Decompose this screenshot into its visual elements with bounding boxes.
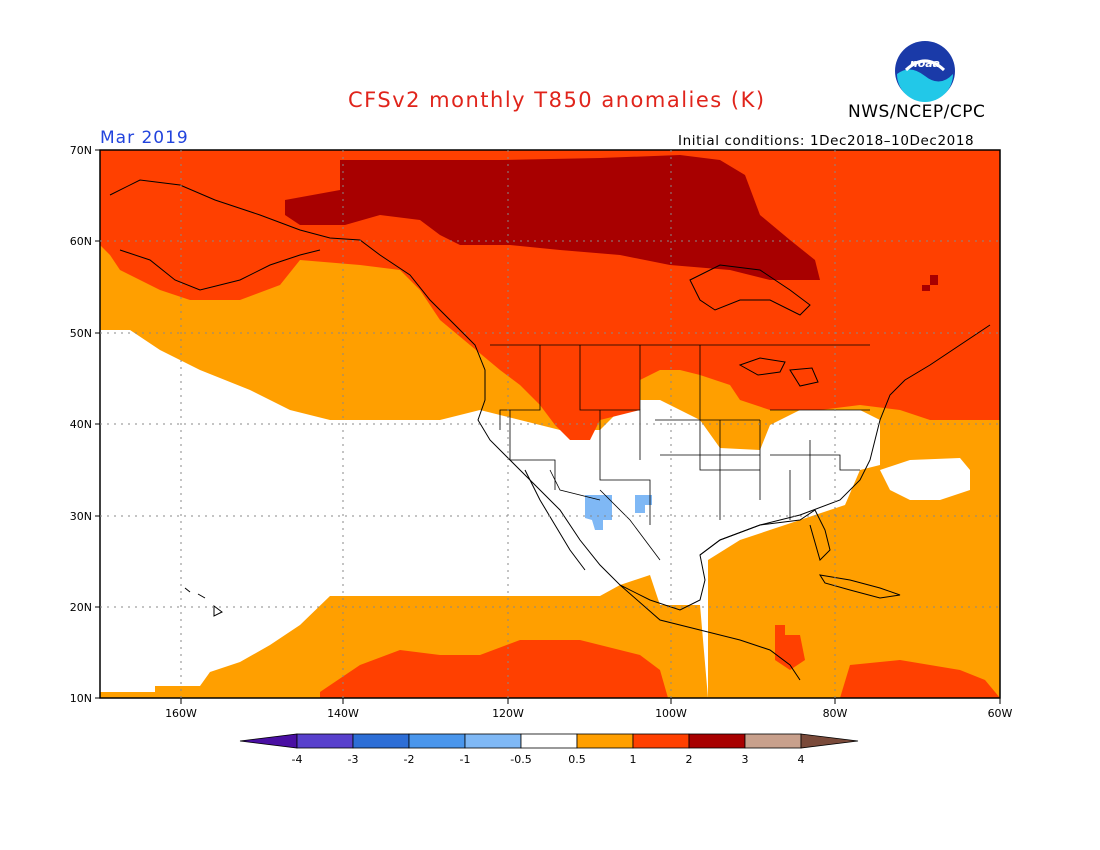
- color-legend: -4 -3 -2 -1 -0.5 0.5 1 2 3 4: [239, 733, 859, 766]
- lat-tick-label: 60N: [70, 235, 92, 248]
- anomaly-darkred-north: [285, 155, 820, 280]
- lat-tick-label: 20N: [70, 601, 92, 614]
- legend-label: 3: [742, 753, 749, 766]
- anomaly-darkred-labrador-2: [922, 285, 930, 291]
- lat-tick-labels: 70N 60N 50N 40N 30N 20N 10N: [70, 144, 92, 705]
- lat-tick-label: 40N: [70, 418, 92, 431]
- legend-label: 1: [630, 753, 637, 766]
- chart-title: CFSv2 monthly T850 anomalies (K): [348, 88, 766, 112]
- anomaly-darkred-labrador: [930, 275, 938, 285]
- svg-text:noaa: noaa: [910, 57, 940, 70]
- lon-tick-label: 140W: [327, 707, 359, 720]
- anomaly-blue-mexico-1: [585, 495, 612, 530]
- legend-label: 2: [686, 753, 693, 766]
- legend-label: -2: [404, 753, 415, 766]
- anomaly-blue-mexico-2: [635, 495, 652, 513]
- legend-swatch-min: [239, 733, 298, 749]
- lon-tick-label: 120W: [492, 707, 524, 720]
- noaa-logo: noaa: [894, 40, 956, 102]
- legend-label: -0.5: [510, 753, 531, 766]
- legend-label: 0.5: [568, 753, 586, 766]
- lon-tick-label: 80W: [823, 707, 848, 720]
- legend-label: -1: [460, 753, 471, 766]
- agency-label: NWS/NCEP/CPC: [848, 102, 986, 122]
- legend-swatch: [632, 733, 690, 749]
- legend-swatch: [352, 733, 410, 749]
- lon-tick-label: 160W: [165, 707, 197, 720]
- legend-swatch-max: [800, 733, 859, 749]
- legend-label: 4: [798, 753, 805, 766]
- legend-label: -4: [292, 753, 303, 766]
- neutral-atlantic: [880, 458, 970, 500]
- legend-swatch: [520, 733, 578, 749]
- legend-swatch: [576, 733, 634, 749]
- lon-tick-labels: 160W 140W 120W 100W 80W 60W: [165, 707, 1012, 720]
- legend-swatch: [688, 733, 746, 749]
- anomaly-red-caribbean: [840, 660, 1000, 698]
- state-borders: [490, 344, 870, 561]
- legend-swatch: [408, 733, 466, 749]
- legend-label: -3: [348, 753, 359, 766]
- lat-tick-label: 30N: [70, 510, 92, 523]
- legend-swatch: [744, 733, 802, 749]
- anomaly-red-south: [320, 640, 668, 698]
- lat-tick-label: 10N: [70, 692, 92, 705]
- initial-conditions: Initial conditions: 1Dec2018–10Dec2018: [678, 133, 975, 149]
- legend-swatch: [296, 733, 354, 749]
- lat-tick-label: 70N: [70, 144, 92, 157]
- lat-tick-label: 50N: [70, 327, 92, 340]
- lon-tick-label: 60W: [988, 707, 1013, 720]
- coastlines: [109, 179, 991, 681]
- map-grid: [95, 149, 1001, 704]
- lon-tick-label: 100W: [655, 707, 687, 720]
- legend-swatch: [464, 733, 522, 749]
- forecast-month: Mar 2019: [100, 128, 189, 148]
